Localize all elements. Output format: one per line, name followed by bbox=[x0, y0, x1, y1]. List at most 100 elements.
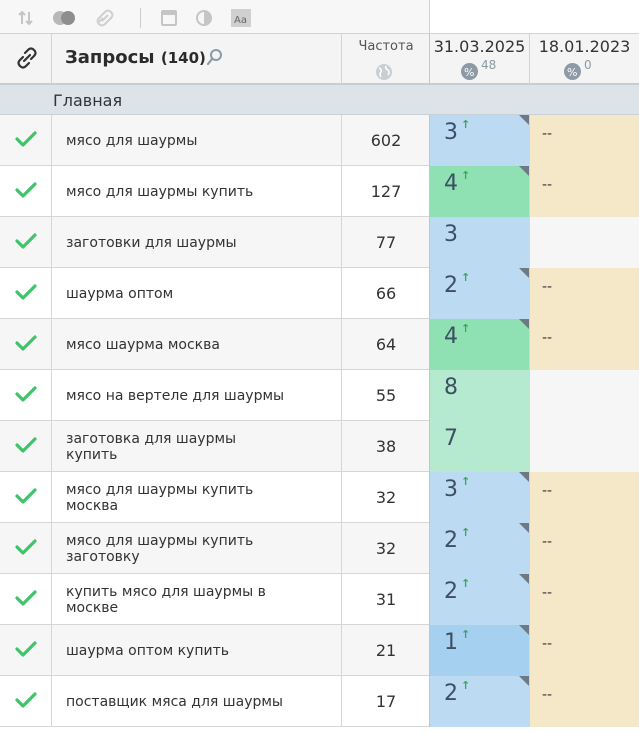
table-row[interactable]: мясо для шаурмы купить 127 4 ↑ -- bbox=[0, 166, 639, 217]
check-icon[interactable] bbox=[15, 283, 37, 301]
check-icon[interactable] bbox=[15, 487, 37, 505]
position-cell[interactable]: 3 ↑ bbox=[430, 472, 530, 523]
sort-icon[interactable] bbox=[17, 9, 35, 27]
query-cell[interactable]: купить мясо для шаурмы в москве bbox=[52, 574, 342, 625]
up-arrow-icon: ↑ bbox=[461, 577, 471, 590]
check-icon[interactable] bbox=[15, 130, 37, 148]
check-icon[interactable] bbox=[15, 640, 37, 658]
prev-position-cell[interactable] bbox=[530, 421, 639, 472]
table-row[interactable]: купить мясо для шаурмы в москве 31 2 ↑ -- bbox=[0, 574, 639, 625]
prev-position-cell[interactable]: -- bbox=[530, 472, 639, 523]
check-icon[interactable] bbox=[15, 334, 37, 352]
check-icon[interactable] bbox=[15, 385, 37, 403]
query-cell[interactable]: поставщик мяса для шаурмы bbox=[52, 676, 342, 727]
percent-icon[interactable]: % bbox=[461, 63, 478, 80]
frequency-cell: 32 bbox=[342, 523, 430, 574]
toggle-icon[interactable] bbox=[51, 9, 77, 27]
frequency-column-header[interactable]: Частота bbox=[342, 34, 430, 85]
prev-position-cell[interactable]: -- bbox=[530, 676, 639, 727]
check-cell[interactable] bbox=[0, 472, 52, 523]
table-row[interactable]: заготовка для шаурмы купить 38 7 bbox=[0, 421, 639, 472]
table-row[interactable]: шаурма оптом купить 21 1 ↑ -- bbox=[0, 625, 639, 676]
query-cell[interactable]: заготовка для шаурмы купить bbox=[52, 421, 342, 472]
date-column-header-1[interactable]: 31.03.2025 % 48 bbox=[430, 34, 530, 85]
position-cell[interactable]: 7 bbox=[430, 421, 530, 472]
font-icon[interactable]: Aa bbox=[231, 9, 251, 27]
query-cell[interactable]: мясо для шаурмы bbox=[52, 115, 342, 166]
up-arrow-icon: ↑ bbox=[461, 322, 471, 335]
prev-position-cell[interactable]: -- bbox=[530, 625, 639, 676]
table-row[interactable]: заготовки для шаурмы 77 3 bbox=[0, 217, 639, 268]
link-icon[interactable] bbox=[95, 9, 115, 27]
table-row[interactable]: поставщик мяса для шаурмы 17 2 ↑ -- bbox=[0, 676, 639, 727]
position-cell[interactable]: 2 ↑ bbox=[430, 676, 530, 727]
check-cell[interactable] bbox=[0, 523, 52, 574]
check-icon[interactable] bbox=[15, 589, 37, 607]
corner-marker-icon bbox=[519, 472, 529, 482]
table-row[interactable]: мясо для шаурмы купить заготовку 32 2 ↑ -- bbox=[0, 523, 639, 574]
link-icon bbox=[17, 47, 37, 69]
query-cell[interactable]: мясо на вертеле для шаурмы bbox=[52, 370, 342, 421]
prev-position-cell[interactable]: -- bbox=[530, 268, 639, 319]
table-row[interactable]: мясо шаурма москва 64 4 ↑ -- bbox=[0, 319, 639, 370]
check-cell[interactable] bbox=[0, 217, 52, 268]
table-row[interactable]: мясо на вертеле для шаурмы 55 8 bbox=[0, 370, 639, 421]
search-icon[interactable] bbox=[206, 48, 224, 66]
query-cell[interactable]: шаурма оптом bbox=[52, 268, 342, 319]
query-cell[interactable]: мясо для шаурмы купить москва bbox=[52, 472, 342, 523]
prev-position-cell[interactable]: -- bbox=[530, 166, 639, 217]
check-icon[interactable] bbox=[15, 181, 37, 199]
check-cell[interactable] bbox=[0, 370, 52, 421]
query-cell[interactable]: мясо шаурма москва bbox=[52, 319, 342, 370]
table-row[interactable]: мясо для шаурмы купить москва 32 3 ↑ -- bbox=[0, 472, 639, 523]
check-icon[interactable] bbox=[15, 538, 37, 556]
check-icon[interactable] bbox=[15, 436, 37, 454]
position-value: 2 bbox=[444, 579, 458, 604]
query-cell[interactable]: шаурма оптом купить bbox=[52, 625, 342, 676]
link-column-header[interactable] bbox=[0, 34, 52, 85]
query-text: мясо для шаурмы купить bbox=[66, 183, 254, 200]
check-icon[interactable] bbox=[15, 691, 37, 709]
percent-icon[interactable]: % bbox=[564, 63, 581, 80]
check-cell[interactable] bbox=[0, 625, 52, 676]
position-cell[interactable]: 3 bbox=[430, 217, 530, 268]
contrast-icon[interactable] bbox=[195, 9, 213, 27]
position-cell[interactable]: 4 ↑ bbox=[430, 319, 530, 370]
position-cell[interactable]: 8 bbox=[430, 370, 530, 421]
table-row[interactable]: мясо для шаурмы 602 3 ↑ -- bbox=[0, 115, 639, 166]
position-cell[interactable]: 2 ↑ bbox=[430, 268, 530, 319]
check-cell[interactable] bbox=[0, 268, 52, 319]
calendar-icon[interactable] bbox=[160, 9, 178, 27]
check-cell[interactable] bbox=[0, 676, 52, 727]
prev-position-value: -- bbox=[542, 177, 553, 193]
check-cell[interactable] bbox=[0, 574, 52, 625]
prev-position-cell[interactable]: -- bbox=[530, 319, 639, 370]
frequency-cell: 64 bbox=[342, 319, 430, 370]
position-cell[interactable]: 1 ↑ bbox=[430, 625, 530, 676]
check-cell[interactable] bbox=[0, 166, 52, 217]
prev-position-cell[interactable]: -- bbox=[530, 523, 639, 574]
prev-position-cell[interactable]: -- bbox=[530, 574, 639, 625]
prev-position-cell[interactable]: -- bbox=[530, 115, 639, 166]
position-cell[interactable]: 2 ↑ bbox=[430, 574, 530, 625]
check-cell[interactable] bbox=[0, 115, 52, 166]
up-arrow-icon: ↑ bbox=[461, 526, 471, 539]
position-cell[interactable]: 4 ↑ bbox=[430, 166, 530, 217]
position-cell[interactable]: 2 ↑ bbox=[430, 523, 530, 574]
prev-position-cell[interactable] bbox=[530, 370, 639, 421]
query-column-header[interactable]: Запросы (140) bbox=[52, 34, 342, 85]
check-icon[interactable] bbox=[15, 232, 37, 250]
query-cell[interactable]: мясо для шаурмы купить заготовку bbox=[52, 523, 342, 574]
globe-icon[interactable] bbox=[375, 63, 393, 81]
toolbar: Aa bbox=[0, 0, 430, 34]
query-cell[interactable]: мясо для шаурмы купить bbox=[52, 166, 342, 217]
query-text: мясо для шаурмы купить заготовку bbox=[66, 532, 254, 565]
query-cell[interactable]: заготовки для шаурмы bbox=[52, 217, 342, 268]
date-column-header-2[interactable]: 18.01.2023 % 0 bbox=[530, 34, 639, 85]
position-cell[interactable]: 3 ↑ bbox=[430, 115, 530, 166]
group-row[interactable]: Главная bbox=[0, 85, 639, 115]
check-cell[interactable] bbox=[0, 319, 52, 370]
prev-position-cell[interactable] bbox=[530, 217, 639, 268]
check-cell[interactable] bbox=[0, 421, 52, 472]
table-row[interactable]: шаурма оптом 66 2 ↑ -- bbox=[0, 268, 639, 319]
